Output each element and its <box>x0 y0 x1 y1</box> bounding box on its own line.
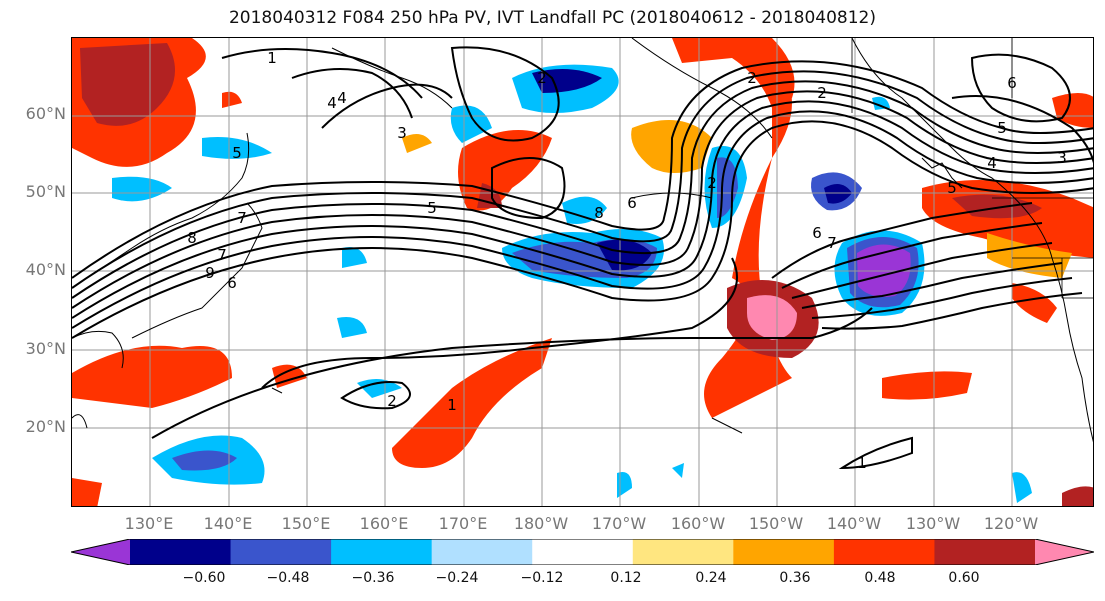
contour-label: 2 <box>817 84 827 102</box>
latitude-label: 20°N <box>25 417 66 436</box>
colorbar-tick-label: 0.60 <box>948 570 980 586</box>
colorbar-segment <box>632 539 734 565</box>
longitude-label: 140°W <box>826 514 882 533</box>
longitude-label: 120°W <box>983 514 1039 533</box>
colorbar-tick-label: 0.48 <box>864 570 896 586</box>
colorbar-extension-low <box>71 539 130 565</box>
colorbar-segment <box>833 539 935 565</box>
colorbar-tick-label: −0.36 <box>351 570 395 586</box>
contour-label: 5 <box>427 199 437 217</box>
contour-label: 6 <box>1007 74 1017 92</box>
colorbar-segment <box>431 539 533 565</box>
longitude-label: 180°W <box>513 514 569 533</box>
state-boundaries <box>851 38 1093 299</box>
contour-label: 4 <box>337 89 347 107</box>
longitude-label: 170°E <box>438 514 488 533</box>
colorbar-segment <box>532 539 634 565</box>
contour-label: 8 <box>594 204 604 222</box>
ivt-contours <box>72 46 1093 470</box>
longitude-label: 170°W <box>591 514 647 533</box>
map-title: 2018040312 F084 250 hPa PV, IVT Landfall… <box>228 8 876 28</box>
contour-label: 1 <box>447 396 457 414</box>
contour-label: 4 <box>327 94 337 112</box>
colorbar-tick-label: 0.36 <box>779 570 811 586</box>
latitude-label: 50°N <box>25 182 66 201</box>
colorbar-segment <box>733 539 835 565</box>
colorbar-segment <box>934 539 1036 565</box>
contour-label: 2 <box>747 69 757 87</box>
colorbar <box>71 539 1094 565</box>
contour-label: 7 <box>237 209 247 227</box>
contour-label: 2 <box>707 174 717 192</box>
contour-labels: 1 2 2 3 4 5 5 6 6 7 7 8 8 9 2 4 5 6 3 4 … <box>187 49 1067 472</box>
longitude-label: 140°E <box>203 514 253 533</box>
longitude-label: 160°W <box>670 514 726 533</box>
latitude-label: 60°N <box>25 104 66 123</box>
longitude-label: 160°E <box>359 514 409 533</box>
colorbar-extension-high <box>1035 539 1094 565</box>
contour-label: 6 <box>812 224 822 242</box>
contour-label: 7 <box>827 234 837 252</box>
colorbar-segments <box>71 539 1094 565</box>
contour-label: 8 <box>187 229 197 247</box>
contour-label: 4 <box>987 154 997 172</box>
contour-label: 3 <box>397 124 407 142</box>
contour-label: 3 <box>1057 149 1067 167</box>
contour-label: 6 <box>627 194 637 212</box>
contour-label: 1 <box>857 454 867 472</box>
longitude-label: 130°E <box>124 514 174 533</box>
colorbar-tick-label: −0.48 <box>266 570 310 586</box>
contour-label: 2 <box>537 69 547 87</box>
longitude-label: 130°W <box>905 514 961 533</box>
contour-label: 5 <box>997 119 1007 137</box>
longitude-label: 150°E <box>281 514 331 533</box>
colorbar-segment <box>230 539 332 565</box>
pv-anomaly-negative-shading <box>112 64 1032 503</box>
map-canvas: 1 2 2 3 4 5 5 6 6 7 7 8 8 9 2 4 5 6 3 4 … <box>72 38 1093 506</box>
contour-label: 6 <box>227 274 237 292</box>
colorbar-tick-label: 0.12 <box>610 570 642 586</box>
colorbar-segment <box>130 539 232 565</box>
longitude-label: 150°W <box>748 514 804 533</box>
contour-label: 9 <box>205 264 215 282</box>
colorbar-tick-label: 0.24 <box>695 570 727 586</box>
colorbar-segment <box>331 539 433 565</box>
map-panel: 1 2 2 3 4 5 5 6 6 7 7 8 8 9 2 4 5 6 3 4 … <box>71 37 1094 507</box>
contour-label: 1 <box>267 49 277 67</box>
contour-label: 5 <box>947 179 957 197</box>
latitude-label: 30°N <box>25 339 66 358</box>
contour-label: 7 <box>217 246 227 264</box>
colorbar-tick-label: −0.60 <box>182 570 226 586</box>
colorbar-tick-label: −0.24 <box>435 570 479 586</box>
colorbar-tick-label: −0.12 <box>520 570 564 586</box>
contour-label: 2 <box>387 392 397 410</box>
contour-label: 5 <box>232 144 242 162</box>
latitude-label: 40°N <box>25 260 66 279</box>
